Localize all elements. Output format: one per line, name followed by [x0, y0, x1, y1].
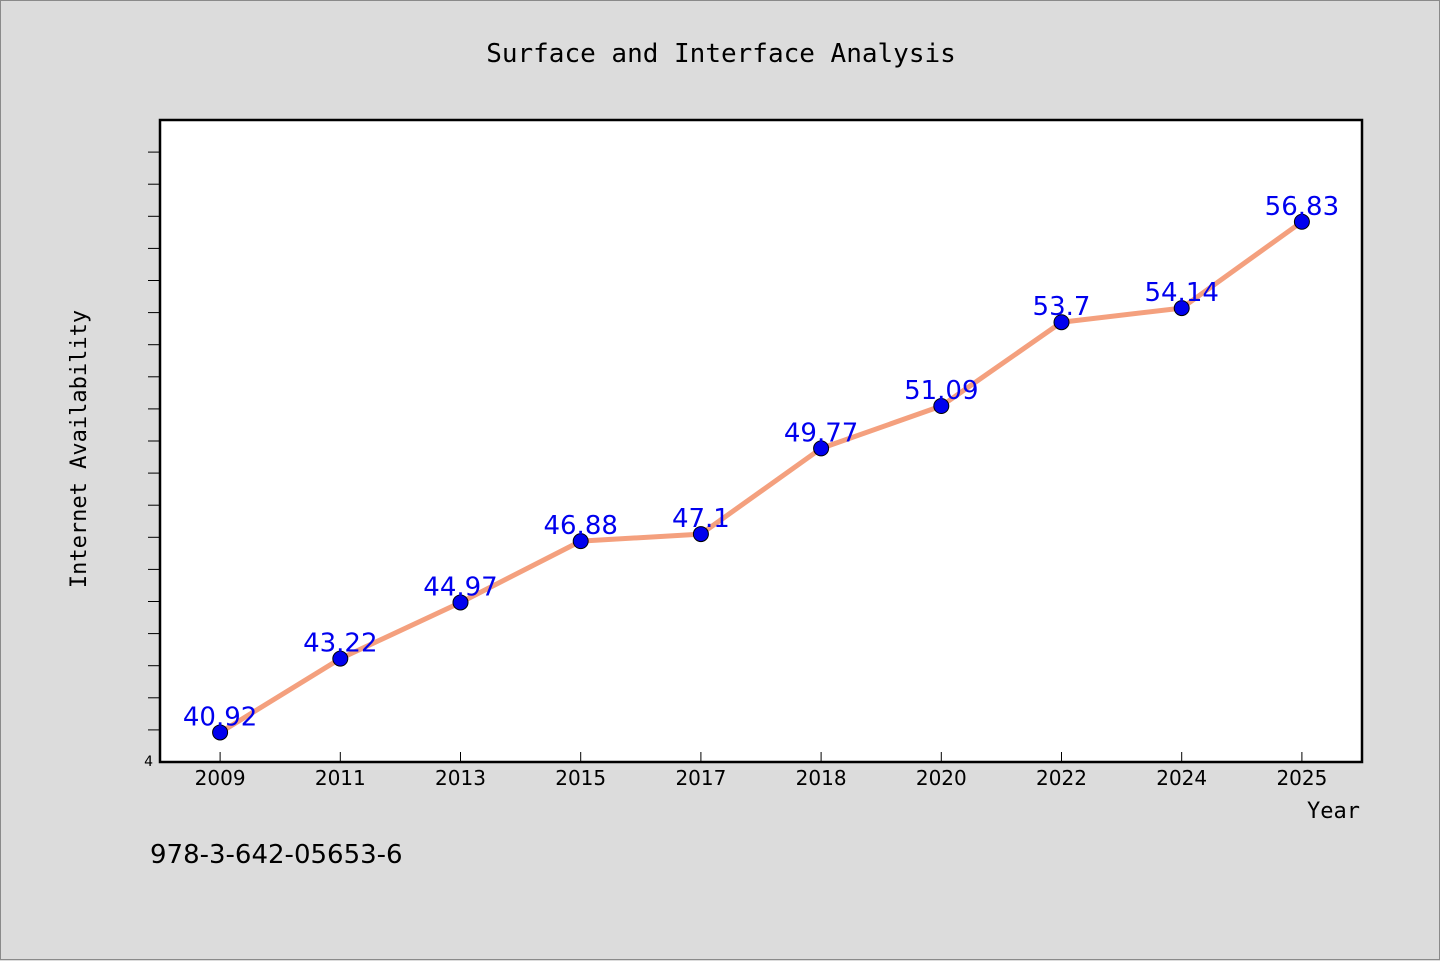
x-tick-label: 2011 [315, 766, 366, 790]
data-point [452, 594, 469, 611]
x-tick-label: 2024 [1156, 766, 1207, 790]
x-axis-label: Year [1307, 799, 1360, 824]
footer-code: 978-3-642-05653-6 [150, 840, 403, 870]
data-label: 49.77 [784, 418, 858, 448]
y-axis-ticks: 4 [144, 151, 160, 770]
data-label: 43.22 [303, 629, 377, 659]
data-label: 56.83 [1265, 192, 1339, 222]
data-point [1293, 213, 1310, 230]
series-line [217, 219, 1305, 735]
data-label: 44.97 [423, 572, 497, 602]
data-point [572, 533, 589, 550]
data-label: 40.92 [183, 702, 257, 732]
data-label: 53.7 [1033, 292, 1091, 322]
data-point [212, 724, 229, 741]
plot-area [158, 118, 1364, 764]
data-label: 54.14 [1144, 278, 1218, 308]
chart-title: Surface and Interface Analysis [486, 39, 956, 69]
data-point [813, 440, 830, 457]
x-tick-label: 2020 [916, 766, 967, 790]
x-tick-label: 2025 [1276, 766, 1327, 790]
x-tick-label: 2009 [195, 766, 246, 790]
series-line-group [217, 219, 1305, 735]
x-tick-label: 2022 [1036, 766, 1087, 790]
x-axis-ticks: 2009 2011 2013 2015 2017 2018 2020 2022 2024 2025 [195, 752, 1327, 790]
data-point [692, 526, 709, 543]
data-point [933, 398, 950, 415]
data-label: 51.09 [904, 376, 978, 406]
x-tick-label: 2015 [555, 766, 606, 790]
y-axis-label: Internet Availability [67, 310, 92, 588]
y-tick-label: 4 [144, 754, 153, 770]
data-label: 46.88 [543, 511, 617, 541]
data-point [1053, 314, 1070, 331]
x-tick-label: 2018 [796, 766, 847, 790]
x-tick-label: 2013 [435, 766, 486, 790]
data-point [1173, 300, 1190, 317]
data-point [332, 650, 349, 667]
x-tick-label: 2017 [675, 766, 726, 790]
markers-group [212, 213, 1310, 741]
data-label: 47.1 [672, 504, 730, 534]
data-labels-group: 40.92 43.22 44.97 46.88 47.1 49.77 51.09 53.7 54… [183, 192, 1339, 733]
